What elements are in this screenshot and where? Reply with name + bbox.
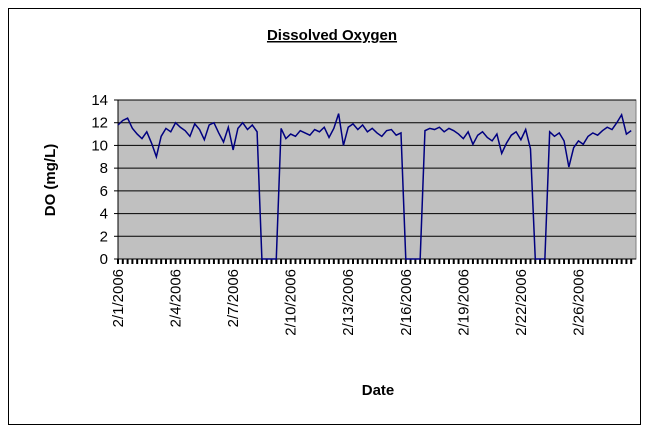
data-line (117, 112, 632, 260)
x-tick-label: 2/16/2006 (398, 269, 415, 336)
x-tick-label: 2/19/2006 (455, 269, 472, 336)
chart-title: Dissolved Oxygen (267, 27, 397, 44)
plot-area (117, 99, 637, 260)
y-tick-label: 12 (91, 115, 108, 132)
y-tick-label: 0 (100, 251, 108, 268)
x-tick-label: 2/10/2006 (283, 269, 300, 336)
x-tick-label: 2/22/2006 (513, 269, 530, 336)
x-tick-label: 2/1/2006 (110, 269, 127, 327)
x-tick-label: 2/7/2006 (225, 269, 242, 327)
x-axis-label: Date (362, 382, 395, 399)
x-tick-label: 2/4/2006 (168, 269, 185, 327)
y-tick-label: 14 (91, 92, 108, 109)
y-tick-label: 2 (100, 228, 108, 245)
y-axis-label: DO (mg/L) (42, 144, 59, 217)
y-tick-label: 10 (91, 137, 108, 154)
y-tick-label: 4 (100, 206, 108, 223)
x-tick-label: 2/26/2006 (570, 269, 587, 336)
y-tick-label: 6 (100, 183, 108, 200)
x-tick-label: 2/13/2006 (340, 269, 357, 336)
y-tick-label: 8 (100, 160, 108, 177)
